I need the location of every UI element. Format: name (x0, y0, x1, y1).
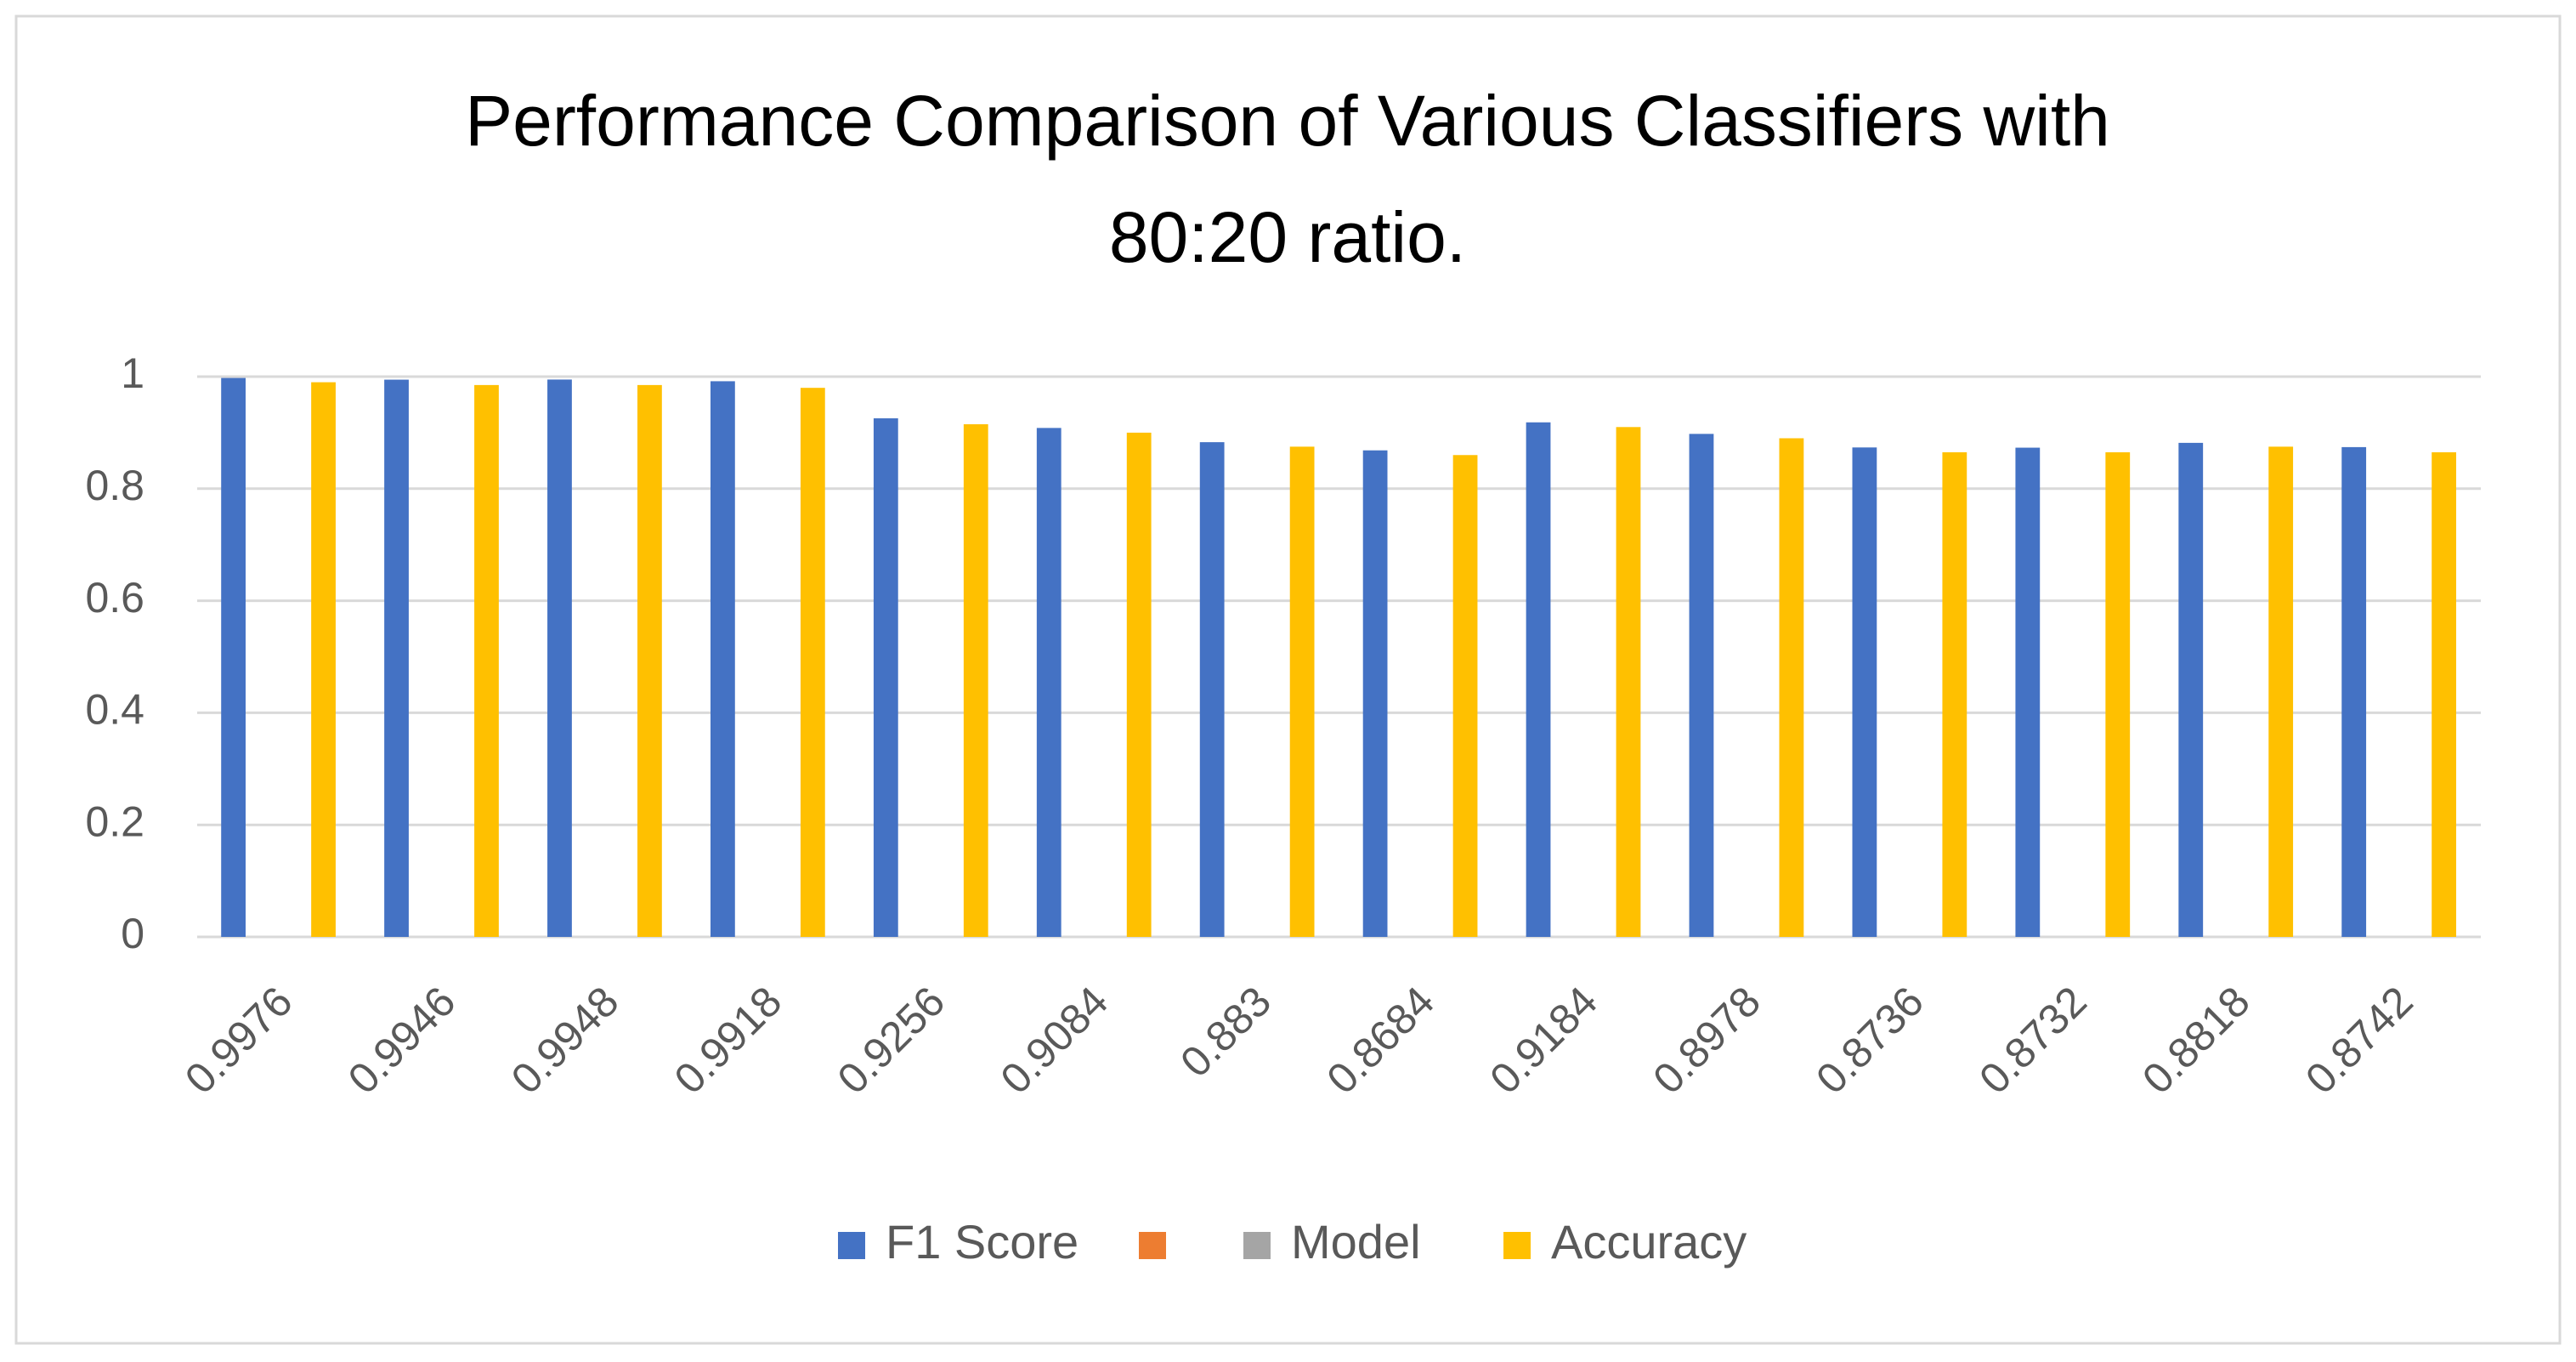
bar (1199, 442, 1225, 937)
y-tick-label: 0 (121, 910, 144, 957)
chart-title: Performance Comparison of Various Classi… (465, 81, 2110, 161)
chart-border (14, 14, 2562, 1345)
y-tick-label: 0.6 (85, 574, 144, 621)
legend-label: F1 Score (886, 1215, 1079, 1268)
bar (1689, 434, 1714, 937)
bar (963, 424, 988, 937)
bar (2432, 451, 2457, 937)
bar (221, 377, 246, 937)
bar (710, 381, 735, 937)
bar (311, 382, 336, 938)
legend-swatch (1503, 1232, 1531, 1259)
y-tick-label: 1 (121, 349, 144, 397)
y-tick-label: 0.8 (85, 462, 144, 509)
bar (1942, 451, 1967, 937)
bar (1779, 438, 1804, 937)
bar (1526, 422, 1551, 937)
bar (2341, 446, 2367, 937)
bar (384, 379, 409, 937)
bar (800, 388, 825, 937)
bar (1126, 432, 1152, 937)
legend-label: Model (1291, 1215, 1421, 1268)
bar (2105, 451, 2131, 937)
bar (2015, 447, 2041, 937)
bar (2178, 442, 2204, 937)
bar (1452, 455, 1478, 937)
y-tick-label: 0.2 (85, 797, 144, 845)
bar (2268, 446, 2294, 937)
bar (1852, 447, 1877, 937)
legend-swatch (838, 1232, 865, 1259)
bar (1289, 446, 1315, 937)
bar (1362, 450, 1388, 937)
bar (1616, 427, 1641, 937)
bar (547, 379, 572, 938)
bar (873, 418, 898, 937)
bar (1036, 428, 1062, 938)
legend-swatch (1139, 1232, 1166, 1259)
chart-title: 80:20 ratio. (1109, 197, 1466, 277)
legend-swatch (1243, 1232, 1271, 1259)
bar (474, 384, 499, 937)
y-tick-label: 0.4 (85, 686, 144, 734)
legend-label: Accuracy (1551, 1215, 1747, 1268)
bar (637, 384, 662, 937)
